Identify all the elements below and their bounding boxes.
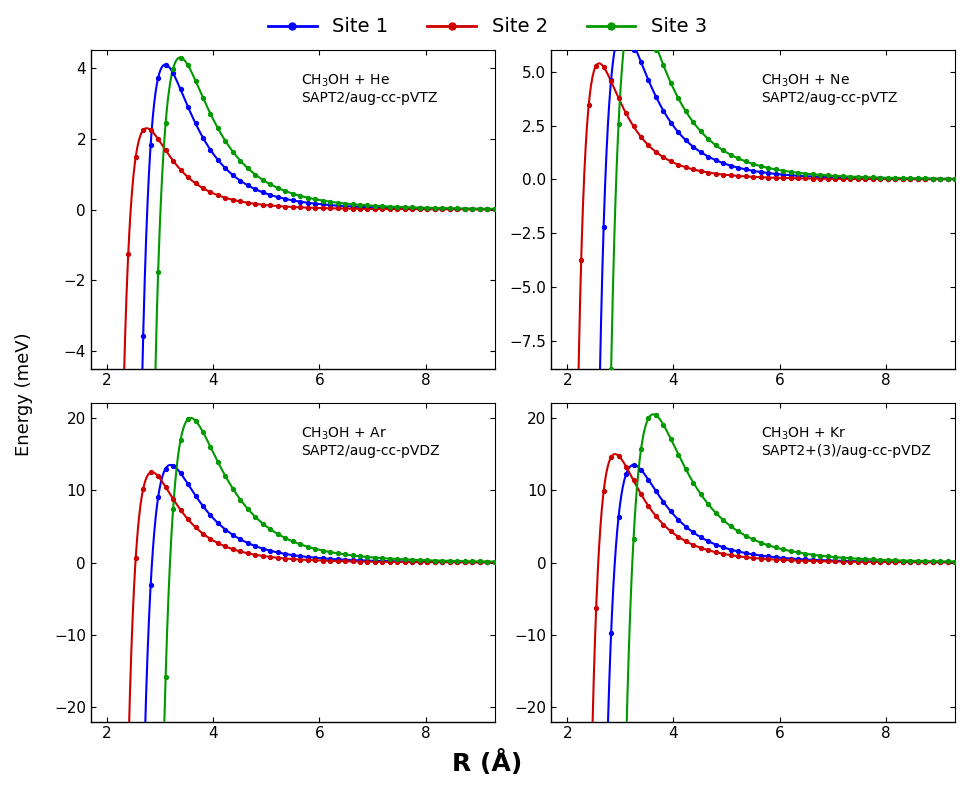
Text: Energy (meV): Energy (meV) bbox=[15, 333, 32, 455]
Text: CH$_3$OH + He
SAPT2/aug-cc-pVTZ: CH$_3$OH + He SAPT2/aug-cc-pVTZ bbox=[300, 72, 437, 106]
Text: CH$_3$OH + Ar
SAPT2/aug-cc-pVDZ: CH$_3$OH + Ar SAPT2/aug-cc-pVDZ bbox=[300, 426, 440, 459]
Text: R (Å): R (Å) bbox=[452, 750, 523, 776]
Text: CH$_3$OH + Ne
SAPT2/aug-cc-pVTZ: CH$_3$OH + Ne SAPT2/aug-cc-pVTZ bbox=[761, 72, 898, 106]
Text: CH$_3$OH + Kr
SAPT2+(3)/aug-cc-pVDZ: CH$_3$OH + Kr SAPT2+(3)/aug-cc-pVDZ bbox=[761, 426, 931, 459]
Legend: Site 1, Site 2, Site 3: Site 1, Site 2, Site 3 bbox=[260, 9, 715, 44]
